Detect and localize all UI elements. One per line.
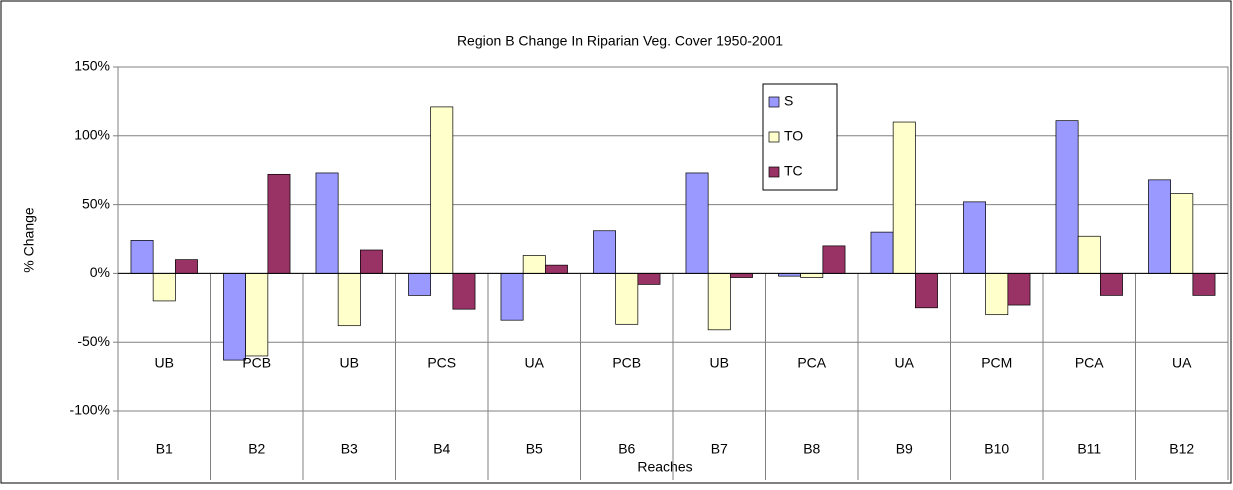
x-sub-label: UB	[155, 355, 174, 371]
bar	[822, 245, 846, 274]
y-tick-label: 0%	[90, 264, 110, 280]
bar	[360, 249, 383, 274]
x-sub-label: PCB	[242, 355, 271, 371]
bar	[408, 273, 432, 296]
x-sub-label: PCA	[1075, 355, 1104, 371]
x-tick-label: B8	[803, 441, 820, 457]
x-tick-label: B10	[984, 441, 1009, 457]
bar	[522, 255, 546, 274]
x-sub-label: UA	[525, 355, 545, 371]
x-tick-label: B7	[711, 441, 728, 457]
bar	[800, 273, 824, 278]
bar	[870, 231, 894, 274]
bar	[1192, 273, 1216, 296]
chart-title: Region B Change In Riparian Veg. Cover 1…	[457, 33, 783, 49]
bar	[637, 273, 661, 285]
bar	[892, 121, 916, 274]
bar	[685, 172, 709, 274]
x-sub-label: PCS	[427, 355, 456, 371]
bar	[544, 264, 568, 274]
bar	[729, 273, 753, 278]
bar	[130, 240, 154, 274]
x-sub-label: UA	[1172, 355, 1192, 371]
x-tick-label: B5	[526, 441, 543, 457]
x-tick-label: B3	[341, 441, 358, 457]
bar	[315, 172, 339, 274]
bar	[1148, 179, 1171, 274]
bar	[914, 273, 938, 309]
bar	[963, 201, 987, 274]
x-sub-label: PCB	[612, 355, 641, 371]
bar	[245, 273, 269, 357]
bar	[175, 259, 198, 274]
x-tick-label: B1	[156, 441, 173, 457]
legend-label: TO	[784, 128, 803, 144]
bar	[985, 273, 1009, 316]
bar	[1099, 273, 1123, 296]
legend-swatch	[768, 131, 780, 143]
y-tick-label: 50%	[82, 195, 110, 211]
legend-swatch	[768, 166, 780, 178]
bar	[152, 273, 176, 302]
x-axis-label: Reaches	[637, 459, 692, 475]
bar	[615, 273, 639, 325]
bar	[223, 273, 246, 361]
y-axis-label: % Change	[21, 207, 37, 273]
bar	[452, 273, 476, 310]
y-tick-label: -100%	[70, 402, 110, 418]
bar	[593, 230, 617, 274]
bar	[1170, 193, 1194, 274]
legend-label: TC	[784, 163, 803, 179]
x-tick-label: B12	[1169, 441, 1194, 457]
x-sub-label: PCA	[797, 355, 826, 371]
bar	[1055, 120, 1079, 274]
bar	[707, 273, 731, 331]
bar	[500, 273, 524, 321]
x-tick-label: B6	[618, 441, 635, 457]
x-sub-label: UA	[895, 355, 915, 371]
x-tick-label: B9	[896, 441, 913, 457]
x-sub-label: PCM	[981, 355, 1012, 371]
bar	[337, 273, 361, 327]
x-tick-label: B11	[1077, 441, 1101, 457]
legend-label: S	[784, 93, 793, 109]
bar	[267, 173, 291, 274]
x-tick-label: B2	[248, 441, 265, 457]
x-tick-label: B4	[433, 441, 450, 457]
y-tick-label: 100%	[74, 127, 110, 143]
bar	[430, 106, 454, 274]
x-sub-label: UB	[710, 355, 729, 371]
bar	[1077, 235, 1101, 274]
x-sub-label: UB	[340, 355, 359, 371]
bar	[1007, 273, 1031, 306]
y-tick-label: -50%	[77, 333, 110, 349]
y-tick-label: 150%	[74, 58, 110, 74]
legend-swatch	[768, 96, 780, 108]
